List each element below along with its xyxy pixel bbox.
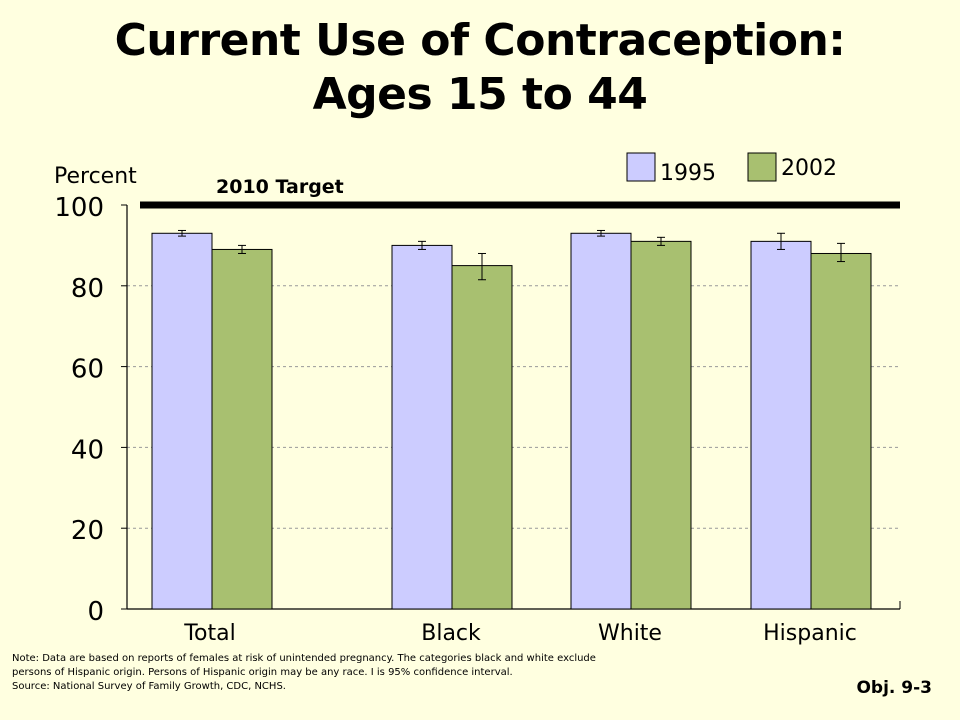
legend-swatch-1995 (626, 152, 656, 182)
bar-2002-white (630, 240, 692, 610)
bar-2002-black (451, 265, 513, 610)
y-tick-label: 100 (54, 193, 104, 223)
bar-1995-hispanic (750, 240, 812, 610)
bar-1995-total (151, 232, 213, 610)
bar-2002-hispanic (810, 252, 872, 610)
title-line-2: Ages 15 to 44 (312, 69, 648, 120)
objective-label: Obj. 9-3 (856, 678, 932, 698)
legend-label-2002: 2002 (781, 156, 837, 181)
y-tick-label: 20 (71, 516, 104, 546)
y-tick-label: 80 (71, 274, 104, 304)
bar-chart: 0 20 40 60 80 100 Percent 2010 Target Total Black… (54, 152, 901, 646)
note-line-2: persons of Hispanic origin. Persons of H… (12, 667, 513, 678)
bar-2002-total (211, 248, 273, 610)
chart-title: Current Use of Contraception: Ages 15 to… (0, 14, 960, 122)
title-line-1: Current Use of Contraception: (114, 15, 846, 66)
category-label-white: White (598, 621, 662, 646)
y-axis-label: Percent (54, 164, 137, 189)
y-tick-label: 0 (87, 597, 104, 627)
target-label: 2010 Target (216, 176, 344, 198)
bars (151, 232, 872, 610)
note-line-3: Source: National Survey of Family Growth… (12, 681, 286, 692)
footnote: Note: Data are based on reports of femal… (12, 652, 702, 694)
category-label-black: Black (421, 621, 481, 646)
error-bars (178, 229, 845, 281)
category-label-total: Total (183, 621, 235, 646)
y-tick-label: 40 (71, 435, 104, 465)
note-line-1: Note: Data are based on reports of femal… (12, 653, 596, 664)
labels: 0 20 40 60 80 100 Percent 2010 Target Total Black… (54, 164, 857, 646)
legend-label-1995: 1995 (660, 161, 716, 186)
category-label-hispanic: Hispanic (763, 621, 857, 646)
y-tick-label: 60 (71, 355, 104, 385)
legend: 1995 2002 (626, 152, 837, 186)
bar-1995-white (570, 232, 632, 610)
bar-1995-black (391, 244, 453, 610)
legend-swatch-2002 (747, 152, 777, 182)
